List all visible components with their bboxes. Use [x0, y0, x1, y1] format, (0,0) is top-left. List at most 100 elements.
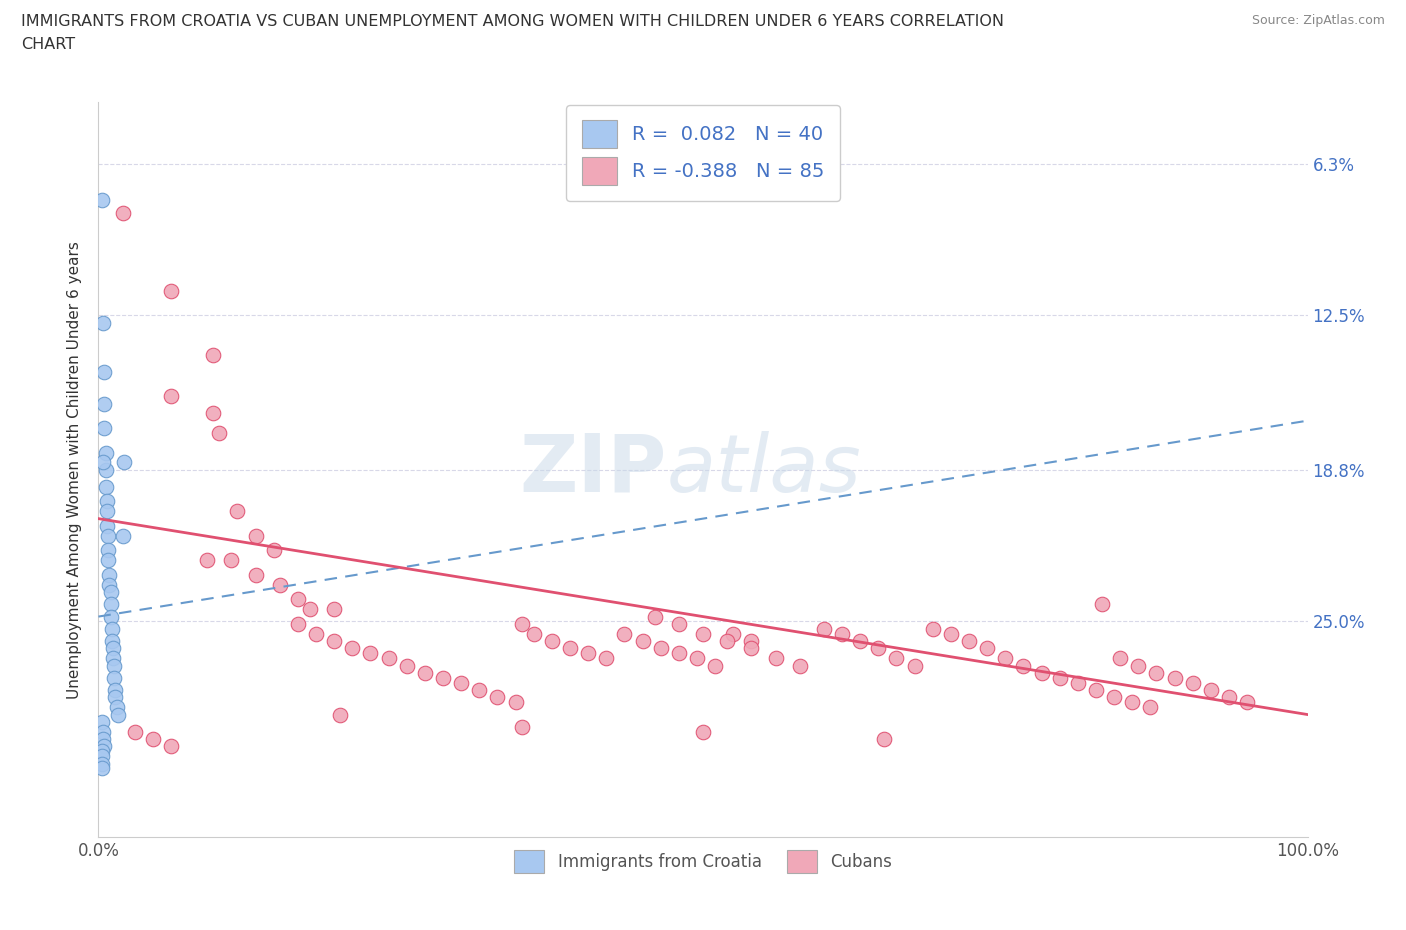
Point: [263, 543, 285, 558]
Text: IMMIGRANTS FROM CROATIA VS CUBAN UNEMPLOYMENT AMONG WOMEN WITH CHILDREN UNDER 6 : IMMIGRANTS FROM CROATIA VS CUBAN UNEMPLO…: [21, 14, 1004, 29]
Point: [1049, 671, 1071, 685]
Point: [686, 651, 709, 666]
Point: [468, 683, 491, 698]
Text: Source: ZipAtlas.com: Source: ZipAtlas.com: [1251, 14, 1385, 27]
Point: [91, 756, 114, 771]
Point: [93, 739, 115, 754]
Point: [104, 690, 127, 705]
Point: [226, 504, 249, 519]
Point: [413, 666, 436, 681]
Point: [93, 396, 115, 411]
Point: [450, 675, 472, 690]
Point: [142, 732, 165, 747]
Point: [299, 602, 322, 617]
Point: [1085, 683, 1108, 698]
Point: [112, 455, 135, 470]
Point: [91, 714, 114, 729]
Point: [96, 494, 118, 509]
Point: [91, 761, 114, 776]
Point: [105, 699, 128, 714]
Point: [93, 420, 115, 435]
Point: [287, 617, 309, 631]
Point: [765, 651, 787, 666]
Point: [1199, 683, 1222, 698]
Point: [831, 626, 853, 641]
Point: [342, 641, 364, 656]
Point: [305, 626, 328, 641]
Text: atlas: atlas: [666, 431, 862, 509]
Point: [245, 528, 267, 543]
Point: [94, 445, 117, 460]
Point: [96, 519, 118, 534]
Point: [360, 646, 382, 661]
Point: [957, 633, 980, 648]
Point: [789, 658, 811, 673]
Point: [613, 626, 636, 641]
Point: [1163, 671, 1185, 685]
Point: [716, 633, 738, 648]
Point: [377, 651, 399, 666]
Point: [124, 724, 146, 739]
Point: [432, 671, 454, 685]
Point: [939, 626, 962, 641]
Point: [101, 651, 124, 666]
Point: [100, 633, 122, 648]
Point: [505, 695, 527, 710]
Point: [644, 609, 666, 624]
Point: [631, 633, 654, 648]
Point: [91, 744, 114, 759]
Point: [740, 641, 762, 656]
Point: [1236, 695, 1258, 710]
Point: [100, 585, 122, 600]
Text: CHART: CHART: [21, 37, 75, 52]
Point: [91, 732, 114, 747]
Point: [111, 206, 134, 220]
Point: [1091, 597, 1114, 612]
Point: [1128, 658, 1150, 673]
Point: [510, 720, 533, 735]
Point: [160, 284, 183, 299]
Point: [202, 347, 225, 362]
Point: [1067, 675, 1090, 690]
Point: [98, 567, 121, 582]
Y-axis label: Unemployment Among Women with Children Under 6 years: Unemployment Among Women with Children U…: [67, 241, 83, 698]
Point: [692, 724, 714, 739]
Point: [510, 617, 533, 631]
Point: [97, 528, 120, 543]
Point: [195, 552, 218, 567]
Point: [323, 602, 346, 617]
Point: [976, 641, 998, 656]
Point: [91, 193, 114, 207]
Point: [96, 504, 118, 519]
Point: [723, 626, 745, 641]
Point: [160, 389, 183, 404]
Point: [94, 462, 117, 477]
Point: [107, 707, 129, 722]
Point: [287, 592, 309, 607]
Point: [1109, 651, 1132, 666]
Point: [100, 597, 122, 612]
Point: [849, 633, 872, 648]
Legend: Immigrants from Croatia, Cubans: Immigrants from Croatia, Cubans: [508, 844, 898, 880]
Point: [873, 732, 896, 747]
Point: [91, 724, 114, 739]
Point: [100, 621, 122, 636]
Point: [98, 578, 121, 592]
Point: [921, 621, 943, 636]
Point: [101, 641, 124, 656]
Point: [486, 690, 509, 705]
Point: [94, 479, 117, 494]
Point: [668, 617, 690, 631]
Point: [395, 658, 418, 673]
Point: [103, 671, 125, 685]
Point: [104, 683, 127, 698]
Point: [111, 528, 134, 543]
Point: [329, 707, 352, 722]
Point: [93, 365, 115, 379]
Point: [668, 646, 690, 661]
Point: [208, 426, 231, 441]
Point: [1102, 690, 1125, 705]
Point: [704, 658, 727, 673]
Point: [595, 651, 617, 666]
Point: [868, 641, 890, 656]
